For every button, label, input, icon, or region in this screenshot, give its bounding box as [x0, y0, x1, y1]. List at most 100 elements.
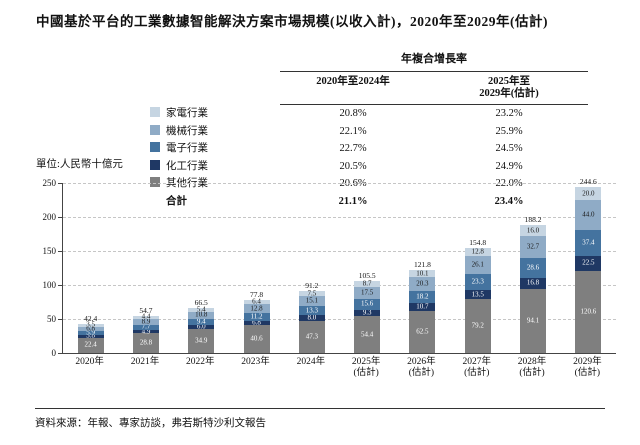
bar-total-label: 154.8 — [469, 237, 487, 247]
y-tick-label: 0 — [51, 348, 57, 358]
segment-value-label: 3.5 — [86, 320, 96, 329]
segment-value-label: 94.1 — [526, 316, 540, 325]
bar-stack: 94.1 16.8 28.6 32.7 16.0 — [520, 225, 547, 353]
bar-segment-化工行業: 6.0 — [188, 323, 215, 330]
cagr-value-total: 21.1% — [338, 195, 368, 207]
bar-segment-其他行業: 120.6 — [575, 271, 602, 353]
legend-label: 家電行業 — [166, 108, 208, 119]
legend-swatch-appliance-icon — [150, 107, 160, 117]
y-tick-mark — [58, 285, 63, 286]
bar-total-label: 105.5 — [358, 271, 376, 281]
cagr-value: 22.1% — [339, 125, 367, 137]
bar-segment-其他行業: 34.9 — [188, 329, 215, 353]
segment-value-label: 8.9 — [141, 317, 151, 326]
y-tick-mark — [58, 353, 63, 354]
segment-value-label: 5.4 — [196, 305, 206, 314]
x-axis-label: 2026年 (估計) — [407, 357, 436, 378]
gridline — [63, 319, 616, 320]
bar-segment-其他行業: 54.4 — [354, 316, 381, 353]
y-tick-mark — [58, 319, 63, 320]
legend-item-chemical: 化工行業 — [150, 158, 278, 176]
bar-total-label: 42.4 — [84, 314, 98, 324]
segment-value-label: 10.1 — [416, 269, 429, 278]
segment-value-label: 47.3 — [305, 332, 318, 341]
bar-stack: 34.9 6.0 9.4 10.8 5.4 — [188, 306, 215, 353]
bar-segment-機械行業: 6.8 — [77, 325, 104, 332]
y-tick-label: 50 — [47, 314, 56, 324]
bar-segment-化工行業: 10.7 — [409, 303, 436, 311]
segment-value-label: 7.7 — [141, 322, 151, 331]
segment-value-label: 44.0 — [582, 210, 595, 219]
bar-segment-其他行業: 79.2 — [464, 299, 491, 353]
segment-value-label: 5.9 — [86, 328, 96, 337]
bar-segment-其他行業: 47.3 — [298, 320, 325, 353]
bar-segment-機械行業: 15.1 — [298, 296, 325, 307]
legend-item-appliance: 家電行業 — [150, 105, 278, 123]
x-axis-label: 2029年 (估計) — [573, 357, 602, 378]
bar-segment-電子行業: 13.3 — [298, 306, 325, 316]
bar-segment-電子行業: 23.3 — [464, 274, 491, 290]
bar-segment-電子行業: 37.4 — [575, 230, 602, 256]
bar-segment-化工行業: 6.8 — [243, 319, 270, 326]
gridline — [63, 285, 616, 286]
legend-swatch-electronics-icon — [150, 142, 160, 152]
bar-segment-化工行業: 8.0 — [298, 314, 325, 321]
segment-value-label: 120.6 — [580, 307, 597, 316]
segment-value-label: 10.8 — [195, 310, 208, 319]
segment-value-label: 34.9 — [195, 336, 208, 345]
bar-segment-電子行業: 9.4 — [188, 318, 215, 326]
cagr-value: 24.9% — [495, 160, 523, 172]
bar-segment-機械行業: 17.5 — [354, 287, 381, 300]
x-axis-labels: 2020年 2021年 2022年 2023年 2024年 2025年 (估計) 2026年… — [62, 357, 615, 379]
bar-total-label: 244.6 — [579, 176, 597, 186]
x-axis-label: 2024年 — [296, 357, 326, 367]
bar-slot: 121.8 62.5 10.7 18.2 20.3 10.1 — [395, 183, 450, 353]
y-tick-label: 250 — [42, 178, 57, 188]
bar-segment-家電行業: 3.5 — [77, 321, 104, 328]
bar-segment-化工行業: 3.8 — [77, 332, 104, 339]
segment-value-label: 16.0 — [526, 226, 540, 234]
bar-stack: 40.6 6.8 11.2 12.8 6.4 — [243, 298, 270, 353]
bar-segment-機械行業: 8.9 — [132, 318, 159, 325]
bar-total-label: 77.8 — [249, 290, 264, 300]
segment-value-label: 16.8 — [526, 278, 540, 287]
bar-stack: 62.5 10.7 18.2 20.3 10.1 — [409, 270, 436, 353]
cagr-value: 20.5% — [339, 160, 367, 172]
cagr-table-title: 年複合增長率 — [401, 53, 467, 65]
source-note: 資料來源：年報、專家訪談，弗若斯特沙利文報告 — [35, 418, 266, 429]
y-axis-unit-label: 單位:人民幣十億元 — [36, 159, 123, 170]
segment-value-label: 28.6 — [526, 263, 540, 272]
bar-segment-家電行業: 6.4 — [243, 298, 270, 305]
bar-total-label: 66.5 — [194, 297, 208, 307]
bar-segment-化工行業: 9.3 — [354, 309, 381, 317]
cagr-value: 24.5% — [495, 143, 523, 154]
segment-value-label: 17.5 — [361, 288, 374, 297]
segment-value-label: 12.8 — [250, 304, 263, 313]
legend-item-machinery: 機械行業 — [150, 123, 278, 141]
bar-segment-其他行業: 28.8 — [132, 333, 159, 353]
x-axis-label: 2021年 — [130, 357, 160, 367]
bar-slot: 66.5 34.9 6.0 9.4 10.8 5.4 — [174, 183, 229, 353]
bar-total-label: 54.7 — [139, 305, 153, 315]
bar-segment-家電行業: 12.8 — [464, 247, 491, 257]
bar-segment-化工行業: 16.8 — [520, 277, 547, 290]
cagr-value-total: 23.4% — [494, 195, 524, 207]
x-axis-label: 2022年 — [185, 357, 215, 367]
table-spacer — [150, 50, 278, 71]
segment-value-label: 62.5 — [416, 327, 429, 336]
x-axis-label: 2023年 — [241, 357, 270, 367]
bar-segment-機械行業: 44.0 — [575, 200, 602, 231]
segment-value-label: 6.0 — [196, 322, 206, 331]
legend-label: 化工行業 — [166, 160, 208, 172]
cagr-value: 25.9% — [495, 125, 523, 137]
x-axis-label: 2025年 (估計) — [351, 357, 381, 378]
segment-value-label: 3.8 — [86, 331, 96, 340]
gridline — [63, 183, 616, 184]
segment-value-label: 28.8 — [139, 338, 153, 347]
bar-total-label: 188.2 — [524, 215, 542, 225]
y-tick-mark — [58, 183, 63, 184]
bar-segment-家電行業: 4.4 — [132, 313, 159, 320]
source-divider — [35, 408, 605, 409]
bar-segment-家電行業: 7.5 — [298, 290, 325, 297]
